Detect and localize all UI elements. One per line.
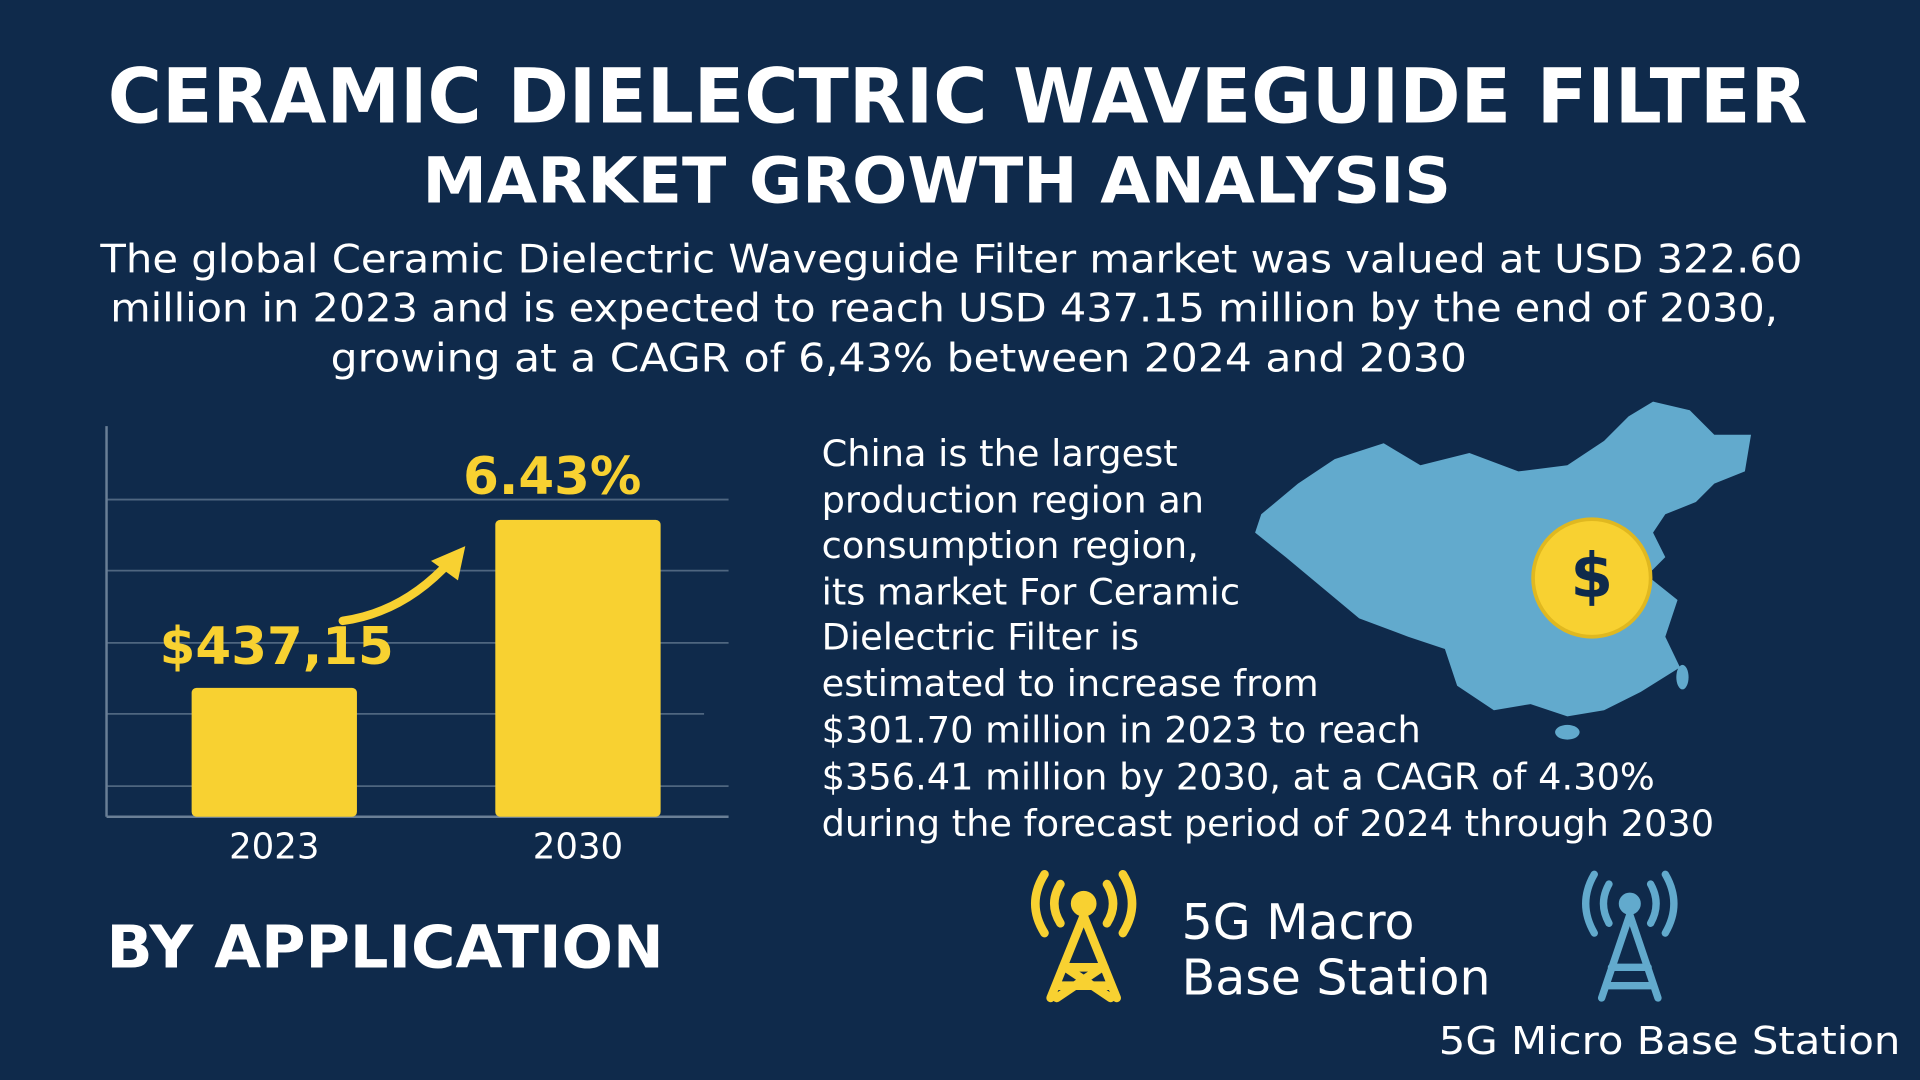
region-line: $301.70 million in 2023 to reach [822,709,1421,752]
region-line: during the forecast period of 2024 throu… [822,802,1714,845]
map-island [1676,664,1689,690]
map-island [1555,724,1580,740]
region-line: Dielectric Filter is [822,616,1140,659]
coin [1531,517,1653,639]
annotation: $437,15 [160,617,394,677]
subtitle: growing at a CAGR of 6,43% between 2024 … [331,337,1467,382]
region-line: consumption region, [822,524,1199,567]
subtitle: The global Ceramic Dielectric Waveguide … [99,238,1802,283]
growth-arrow-head [431,546,466,581]
application-label: 5G Micro Base Station [1439,1019,1901,1063]
bar [191,687,357,817]
region-line: its market For Ceramic [822,570,1240,613]
region-line: estimated to increase from [822,662,1319,705]
title: MARKET GROWTH ANALYSIS [422,144,1451,218]
growth-arrow [338,556,455,626]
application-label: 5G Macro [1182,894,1415,951]
subtitle: million in 2023 and is expected to reach… [110,287,1778,332]
tower-icon [1582,870,1678,1002]
bar-chart: 2023 2030 $437,15 6.43% [105,426,729,868]
tower-icon [1031,870,1137,1003]
bar [495,519,661,817]
map-shape [1255,401,1752,717]
region-line: $356.41 million by 2030, at a CAGR of 4.… [822,755,1655,798]
x-tick-label: 2030 [533,827,623,868]
application-label: Base Station [1182,949,1491,1006]
region-line: production region an [822,479,1204,522]
region-line: China is the largest [822,432,1178,475]
coin-symbol: $ [1571,541,1614,612]
section-heading: BY APPLICATION [107,913,664,982]
x-tick-label: 2023 [229,827,319,868]
annotation: 6.43% [463,447,641,507]
china-map: $ [1255,401,1752,740]
title: CERAMIC DIELECTRIC WAVEGUIDE FILTER [108,53,1808,141]
